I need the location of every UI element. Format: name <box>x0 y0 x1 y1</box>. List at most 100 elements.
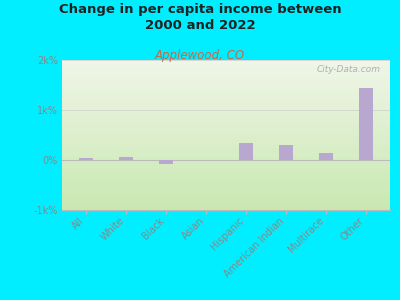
Bar <box>62 123 390 124</box>
Bar <box>62 115 390 116</box>
Bar <box>62 184 390 185</box>
Bar <box>62 160 390 161</box>
Bar <box>62 93 390 94</box>
Bar <box>62 172 390 173</box>
Bar <box>62 63 390 64</box>
Bar <box>62 102 390 103</box>
Bar <box>62 89 390 90</box>
Bar <box>62 194 390 195</box>
Bar <box>62 139 390 140</box>
Bar <box>62 120 390 121</box>
Bar <box>62 83 390 84</box>
Bar <box>62 158 390 159</box>
Bar <box>62 68 390 69</box>
Bar <box>62 195 390 196</box>
Bar <box>62 178 390 179</box>
Bar <box>62 101 390 102</box>
Bar <box>62 209 390 210</box>
Bar <box>62 203 390 204</box>
Bar <box>62 96 390 97</box>
Bar <box>62 202 390 203</box>
Bar <box>62 169 390 170</box>
Bar <box>62 199 390 200</box>
Bar <box>62 147 390 148</box>
Bar <box>62 145 390 146</box>
Bar <box>62 77 390 78</box>
Bar <box>62 171 390 172</box>
Bar <box>62 141 390 142</box>
Bar <box>62 208 390 209</box>
Bar <box>62 125 390 126</box>
Text: Applewood, CO: Applewood, CO <box>155 50 245 62</box>
Bar <box>62 132 390 133</box>
Bar <box>62 66 390 67</box>
Bar <box>62 161 390 162</box>
Bar <box>159 160 173 164</box>
Bar <box>239 142 253 160</box>
Bar <box>62 136 390 137</box>
Bar <box>62 200 390 201</box>
Bar <box>62 155 390 156</box>
Bar <box>62 118 390 119</box>
Bar <box>62 84 390 85</box>
Bar <box>62 82 390 83</box>
Bar <box>62 126 390 127</box>
Bar <box>62 111 390 112</box>
Bar <box>62 109 390 110</box>
Bar <box>62 118 390 119</box>
Bar <box>62 87 390 88</box>
Bar <box>62 108 390 109</box>
Bar <box>62 207 390 208</box>
Bar <box>62 175 390 176</box>
Bar <box>62 73 390 74</box>
Bar <box>62 94 390 95</box>
Bar <box>62 91 390 92</box>
Bar <box>62 180 390 181</box>
Bar <box>62 166 390 167</box>
Bar <box>62 79 390 80</box>
Bar <box>62 86 390 87</box>
Bar <box>62 196 390 197</box>
Bar <box>62 143 390 144</box>
Bar <box>62 62 390 63</box>
Bar <box>62 71 390 72</box>
Bar <box>62 135 390 136</box>
Bar <box>62 137 390 138</box>
Bar <box>62 159 390 160</box>
Bar <box>62 130 390 131</box>
Bar <box>62 88 390 89</box>
Bar <box>62 100 390 101</box>
Bar <box>62 60 390 61</box>
Bar <box>62 117 390 118</box>
Bar <box>319 152 333 160</box>
Bar <box>62 98 390 99</box>
Bar <box>62 168 390 169</box>
Bar <box>62 150 390 151</box>
Bar <box>62 191 390 192</box>
Bar <box>62 80 390 81</box>
Bar <box>62 153 390 154</box>
Bar <box>62 152 390 153</box>
Bar <box>62 95 390 96</box>
Bar <box>62 162 390 163</box>
Bar <box>62 112 390 113</box>
Bar <box>62 197 390 198</box>
Bar <box>62 76 390 77</box>
Bar <box>62 169 390 170</box>
Bar <box>62 133 390 134</box>
Bar <box>62 138 390 139</box>
Bar <box>62 110 390 111</box>
Bar <box>62 165 390 166</box>
Bar <box>62 151 390 152</box>
Bar <box>62 183 390 184</box>
Bar <box>62 72 390 73</box>
Bar <box>62 173 390 174</box>
Bar <box>62 127 390 128</box>
Bar <box>62 114 390 115</box>
Bar <box>62 122 390 123</box>
Bar <box>62 121 390 122</box>
Bar <box>62 119 390 120</box>
Bar <box>62 82 390 83</box>
Bar <box>62 177 390 178</box>
Bar <box>62 188 390 189</box>
